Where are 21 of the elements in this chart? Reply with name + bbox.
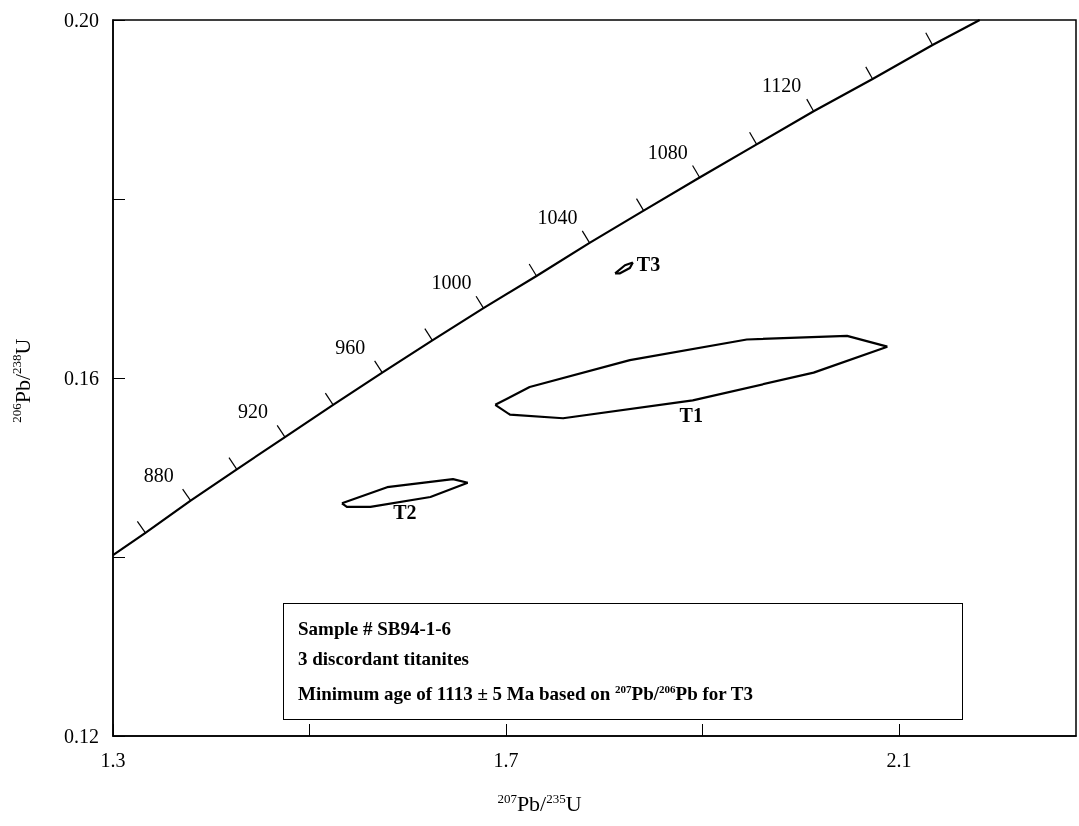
annotation: 1120 [762,74,802,97]
annotation: 1040 [537,205,578,228]
note-box: Sample # SB94-1-6 3 discordant titanites Minimum age of 1113 ± 5 Ma based on $^{207}$Pb/$^{206}$Pb for T3 [283,603,963,721]
annotation: Minimum age of 1113 ± 5 Ma based on $^{207}$Pb/$^{206}$Pb for T3 [298,682,754,707]
x-tick-label: 1.7 [493,749,519,771]
x-tick-label: 2.1 [886,749,912,771]
annotation: 880 [143,463,174,486]
series-label: T3 [636,252,661,275]
y-tick-label: 0.20 [64,9,99,31]
series-label: T1 [679,404,703,427]
annotation: 3 discordant titanites [298,647,470,671]
x-axis-title: $^{207}$Pb/$^{235}$U [496,790,583,818]
series-label: T2 [393,501,417,524]
annotation: 960 [335,335,366,358]
y-tick-label: 0.12 [64,725,99,747]
annotation: 920 [237,400,268,423]
annotation: 1080 [647,140,688,163]
x-tick-label: 1.3 [100,749,126,771]
y-tick-label: 0.16 [64,367,99,389]
annotation: 1000 [431,271,472,294]
annotation: Sample # SB94-1-6 [298,617,453,641]
